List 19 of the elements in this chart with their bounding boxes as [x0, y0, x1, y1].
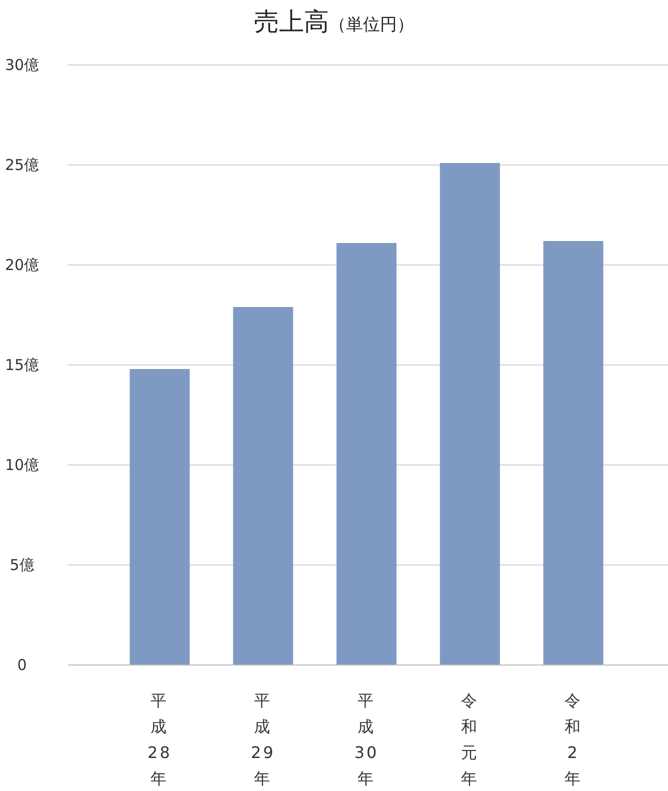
- bar: [336, 243, 396, 665]
- x-tick-label: 令和元年: [460, 691, 479, 788]
- x-tick-label: 平成28年: [148, 691, 172, 788]
- bar: [543, 241, 604, 665]
- y-tick-label: 10億: [4, 456, 40, 474]
- bar: [130, 369, 190, 665]
- x-tick-label: 平成29年: [250, 691, 276, 788]
- y-tick-label: 20億: [4, 256, 40, 274]
- y-tick-label: 5億: [10, 556, 34, 574]
- x-tick-label: 平成30年: [354, 691, 379, 788]
- y-tick-label: 15億: [4, 356, 40, 374]
- chart-subtitle: （単位円）: [329, 15, 414, 35]
- bar: [440, 163, 500, 665]
- chart-title: 売上高: [254, 7, 329, 36]
- bar: [233, 307, 294, 665]
- y-tick-label: 30億: [4, 56, 40, 74]
- y-tick-label: 25億: [4, 156, 40, 174]
- x-tick-label: 令和2年: [564, 691, 582, 788]
- y-tick-label: 0: [17, 656, 27, 674]
